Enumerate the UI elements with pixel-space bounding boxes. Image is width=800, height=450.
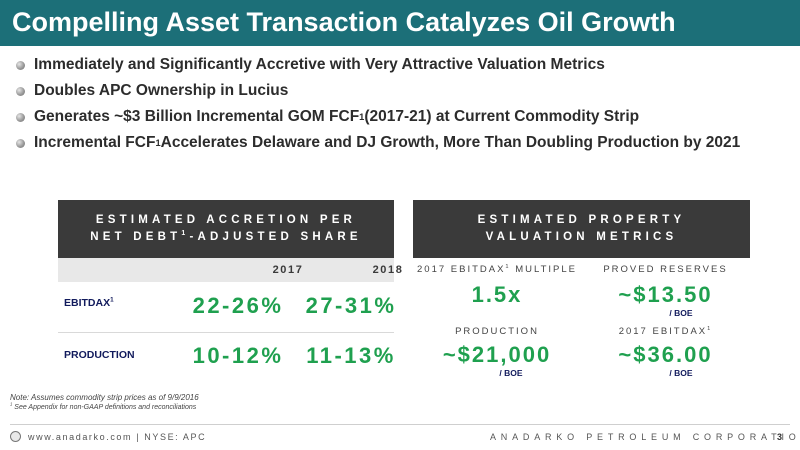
footer-website: www.anadarko.com | NYSE: APC: [28, 432, 207, 442]
metric-value-production: ~$21,000: [442, 342, 552, 367]
bullet-dot-icon: [16, 138, 25, 148]
row-label-text: EBITDAX: [64, 297, 111, 309]
footer-divider: [10, 424, 790, 425]
bullet-item: Incremental FCF 1 Accelerates Delaware an…: [16, 130, 740, 156]
year-2017: 2017: [272, 264, 304, 276]
accretion-header: ESTIMATED ACCRETION PER NET DEBT1-ADJUST…: [58, 200, 394, 258]
metric-unit-production: / BOE: [499, 368, 523, 378]
valuation-panel: ESTIMATED PROPERTY VALUATION METRICS 201…: [413, 200, 750, 380]
bullet-list: Immediately and Significantly Accretive …: [16, 52, 740, 156]
metric-label-tail: MULTIPLE: [510, 264, 577, 275]
metric-unit-proved-reserves: / BOE: [669, 308, 693, 318]
metric-label-text: 2017 EBITDAX: [417, 264, 506, 275]
bullet-dot-icon: [16, 86, 25, 96]
bullet-text: Generates ~$3 Billion Incremental GOM FC…: [34, 108, 360, 125]
bullet-text: Doubles APC Ownership in Lucius: [34, 82, 289, 99]
ebitdax-2018-value: 27-31%: [305, 293, 397, 318]
production-2018-value: 11-13%: [306, 343, 396, 368]
slide-title: Compelling Asset Transaction Catalyzes O…: [12, 7, 676, 37]
metric-label-ebitdax: 2017 EBITDAX1: [581, 326, 750, 337]
footnote-marker: 1: [181, 230, 190, 238]
bullet-text-tail: Accelerates Delaware and DJ Growth, More…: [160, 134, 741, 151]
valuation-header-line1: ESTIMATED PROPERTY: [477, 214, 686, 226]
footnote-nongaap: 1 See Appendix for non-GAAP definitions …: [10, 401, 199, 411]
bullet-item: Generates ~$3 Billion Incremental GOM FC…: [16, 104, 740, 130]
year-2018: 2018: [372, 264, 404, 276]
footnote-marker: 1: [707, 325, 713, 332]
metric-value-ebitdax: ~$36.00: [618, 342, 713, 367]
valuation-header-line2: VALUATION METRICS: [485, 231, 678, 243]
metric-label-text: 2017 EBITDAX: [618, 326, 708, 337]
metric-label-proved-reserves: PROVED RESERVES: [603, 264, 728, 275]
company-logo-icon: [10, 431, 21, 442]
footnote-strip-prices: Note: Assumes commodity strip prices as …: [10, 393, 199, 402]
title-bar: Compelling Asset Transaction Catalyzes O…: [0, 0, 800, 46]
valuation-header: ESTIMATED PROPERTY VALUATION METRICS: [413, 200, 750, 258]
accretion-header-line2-b: -ADJUSTED SHARE: [189, 231, 362, 243]
footer-company-name: ANADARKO PETROLEUM CORPORATION: [490, 432, 800, 442]
row-label-ebitdax: EBITDAX1: [64, 297, 114, 309]
metric-value-ebitdax-multiple: 1.5x: [471, 282, 523, 307]
row-label-production: PRODUCTION: [64, 349, 135, 361]
footnote-marker: 1: [505, 263, 511, 270]
metric-label-ebitdax-multiple: 2017 EBITDAX1 MULTIPLE: [413, 264, 581, 275]
footnote-marker: 1: [10, 401, 13, 407]
accretion-header-line2-a: NET DEBT: [90, 231, 182, 243]
bullet-dot-icon: [16, 112, 25, 122]
year-header-row: 2017 2018: [58, 258, 402, 282]
footnote-marker: 1: [110, 296, 114, 304]
production-2017-value: 10-12%: [192, 343, 284, 368]
ebitdax-2017-value: 22-26%: [192, 293, 284, 318]
bullet-dot-icon: [16, 60, 25, 70]
footnotes: Note: Assumes commodity strip prices as …: [10, 393, 199, 411]
accretion-panel: ESTIMATED ACCRETION PER NET DEBT1-ADJUST…: [58, 200, 402, 380]
bullet-item: Immediately and Significantly Accretive …: [16, 52, 740, 78]
bullet-text: Immediately and Significantly Accretive …: [34, 56, 605, 73]
accretion-header-line1: ESTIMATED ACCRETION PER: [95, 214, 357, 226]
metric-label-production: PRODUCTION: [455, 326, 539, 337]
footnote-nongaap-text: See Appendix for non-GAAP definitions an…: [12, 404, 197, 411]
bullet-item: Doubles APC Ownership in Lucius: [16, 78, 740, 104]
page-number: 3: [777, 432, 783, 442]
metric-value-proved-reserves: ~$13.50: [618, 282, 713, 307]
metric-unit-ebitdax: / BOE: [669, 368, 693, 378]
row-divider: [58, 332, 394, 333]
accretion-header-line2: NET DEBT1-ADJUSTED SHARE: [90, 229, 361, 246]
bullet-text: Incremental FCF: [34, 134, 156, 151]
bullet-text-tail: (2017-21) at Current Commodity Strip: [364, 108, 640, 125]
